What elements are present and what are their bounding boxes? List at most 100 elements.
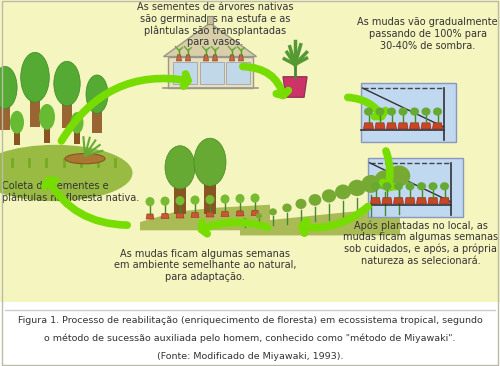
Text: (Fonte: Modificado de Miyawaki, 1993).: (Fonte: Modificado de Miyawaki, 1993).	[157, 352, 343, 361]
Text: Figura 1. Processo de reabilitação (enriquecimento de floresta) em ecossistema t: Figura 1. Processo de reabilitação (enri…	[18, 316, 482, 325]
Polygon shape	[421, 123, 431, 129]
Ellipse shape	[236, 194, 244, 203]
Ellipse shape	[243, 218, 247, 222]
FancyBboxPatch shape	[200, 62, 224, 85]
Polygon shape	[186, 55, 190, 61]
Polygon shape	[176, 55, 182, 61]
Ellipse shape	[433, 108, 442, 116]
Polygon shape	[283, 77, 307, 97]
FancyBboxPatch shape	[368, 158, 462, 217]
Ellipse shape	[422, 108, 430, 116]
Polygon shape	[221, 212, 229, 216]
Ellipse shape	[250, 194, 260, 203]
Ellipse shape	[388, 165, 410, 186]
Ellipse shape	[406, 182, 414, 190]
Ellipse shape	[54, 61, 80, 106]
Ellipse shape	[362, 175, 380, 193]
Ellipse shape	[39, 104, 55, 130]
Ellipse shape	[322, 189, 336, 202]
Polygon shape	[410, 123, 420, 129]
Polygon shape	[428, 198, 438, 204]
Ellipse shape	[335, 184, 351, 199]
Polygon shape	[364, 123, 374, 129]
Polygon shape	[370, 198, 380, 204]
Ellipse shape	[308, 194, 322, 206]
Polygon shape	[164, 23, 256, 57]
Text: As mudas ficam algumas semanas
em ambiente semelhante ao natural,
para adaptação: As mudas ficam algumas semanas em ambien…	[114, 249, 296, 282]
Ellipse shape	[86, 75, 108, 113]
Ellipse shape	[269, 208, 277, 216]
Text: o método de sucessão auxiliada pelo homem, conhecido como "método de Miyawaki".: o método de sucessão auxiliada pelo home…	[44, 334, 456, 343]
Polygon shape	[416, 198, 426, 204]
Polygon shape	[191, 212, 199, 217]
Ellipse shape	[206, 195, 214, 204]
Ellipse shape	[296, 199, 306, 209]
Ellipse shape	[374, 170, 396, 190]
Ellipse shape	[190, 195, 200, 205]
FancyBboxPatch shape	[226, 62, 250, 85]
Polygon shape	[204, 55, 208, 61]
Ellipse shape	[440, 182, 449, 190]
FancyBboxPatch shape	[207, 16, 213, 24]
Polygon shape	[382, 198, 392, 204]
Polygon shape	[375, 123, 385, 129]
Polygon shape	[405, 198, 415, 204]
Polygon shape	[236, 211, 244, 216]
Polygon shape	[206, 212, 214, 217]
Polygon shape	[140, 205, 270, 230]
FancyBboxPatch shape	[172, 62, 197, 85]
Ellipse shape	[165, 146, 195, 189]
Ellipse shape	[20, 52, 50, 102]
FancyBboxPatch shape	[174, 187, 186, 214]
Ellipse shape	[428, 182, 438, 190]
Polygon shape	[432, 123, 442, 129]
Ellipse shape	[364, 108, 373, 116]
Ellipse shape	[376, 108, 384, 116]
Ellipse shape	[160, 197, 170, 206]
FancyBboxPatch shape	[360, 83, 456, 142]
Ellipse shape	[348, 180, 366, 196]
Ellipse shape	[256, 213, 262, 219]
FancyBboxPatch shape	[0, 104, 10, 130]
Ellipse shape	[220, 194, 230, 204]
FancyBboxPatch shape	[0, 0, 500, 302]
Ellipse shape	[282, 203, 292, 212]
Polygon shape	[238, 55, 244, 61]
FancyBboxPatch shape	[92, 109, 102, 132]
Ellipse shape	[0, 66, 17, 109]
Ellipse shape	[146, 197, 154, 206]
FancyBboxPatch shape	[14, 132, 20, 145]
FancyBboxPatch shape	[62, 101, 72, 128]
Polygon shape	[386, 123, 396, 129]
Text: Após plantadas no local, as
mudas ficam algumas semanas
sob cuidados, e após, a : Após plantadas no local, as mudas ficam …	[343, 220, 498, 266]
Ellipse shape	[371, 182, 380, 190]
FancyBboxPatch shape	[74, 132, 80, 144]
FancyBboxPatch shape	[204, 184, 216, 214]
Polygon shape	[176, 213, 184, 218]
Ellipse shape	[70, 112, 84, 134]
FancyBboxPatch shape	[30, 97, 40, 127]
Polygon shape	[398, 123, 408, 129]
Text: As sementes de árvores nativas
são germinadas na estufa e as
plântulas são trans: As sementes de árvores nativas são germi…	[137, 2, 293, 48]
Polygon shape	[251, 210, 259, 216]
Polygon shape	[146, 214, 154, 219]
Ellipse shape	[10, 111, 24, 134]
Polygon shape	[230, 55, 234, 61]
Polygon shape	[161, 213, 169, 219]
Ellipse shape	[65, 153, 105, 164]
Ellipse shape	[387, 108, 396, 116]
Ellipse shape	[194, 138, 226, 186]
Text: As mudas vão gradualmente
passando de 100% para
30-40% de sombra.: As mudas vão gradualmente passando de 10…	[358, 18, 498, 51]
Ellipse shape	[410, 108, 419, 116]
Ellipse shape	[0, 145, 132, 201]
Ellipse shape	[398, 108, 407, 116]
Ellipse shape	[176, 196, 184, 205]
Ellipse shape	[382, 182, 392, 190]
Polygon shape	[394, 198, 404, 204]
Text: Coleta de sementes e
plântulas na floresta nativa.: Coleta de sementes e plântulas na flores…	[2, 181, 139, 203]
Ellipse shape	[394, 182, 403, 190]
Ellipse shape	[417, 182, 426, 190]
FancyBboxPatch shape	[44, 128, 50, 143]
Polygon shape	[240, 207, 400, 235]
FancyBboxPatch shape	[168, 57, 252, 87]
